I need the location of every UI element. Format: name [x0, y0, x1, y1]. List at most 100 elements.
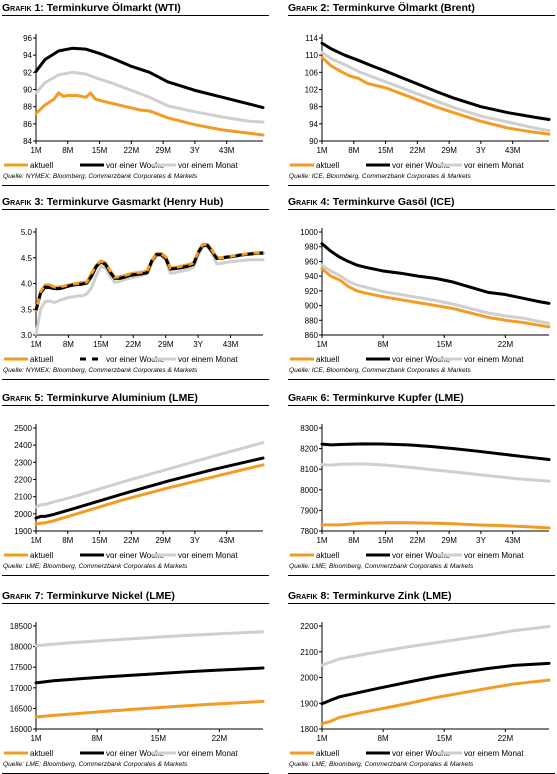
legend-label-monat: vor einem Monat [178, 749, 238, 758]
title-rule [2, 603, 269, 604]
legend-label-monat: vor einem Monat [464, 551, 524, 560]
legend-label-monat: vor einem Monat [178, 355, 238, 364]
x-tick-label: 1M [316, 340, 327, 349]
x-tick-label: 29M [155, 146, 171, 155]
y-tick-label: 3.5 [21, 305, 33, 314]
y-tick-label: 4.5 [21, 254, 33, 263]
legend-label-woche: vor einer Woche [392, 355, 451, 364]
y-tick-label: 106 [305, 68, 319, 77]
bottom-rule [2, 575, 269, 576]
y-tick-label: 880 [305, 316, 319, 325]
x-tick-label: 15M [378, 536, 394, 545]
x-tick-label: 22M [410, 146, 426, 155]
chart-title-text: Terminkurve Nickel (LME) [43, 590, 175, 602]
source-note: Quelle: ICE, Bloomberg, Commerzbank Corp… [289, 173, 471, 180]
series-line-aktuell [320, 55, 551, 136]
x-tick-label: 1M [30, 734, 41, 743]
bottom-rule [2, 379, 269, 380]
bottom-rule [2, 185, 269, 186]
x-tick-label: 15M [150, 734, 166, 743]
chart-svg-wti: 84 86 88 90 92 94 96 1M 8M 15M 22M 29M 3Y 43M aktuell v… [4, 34, 265, 170]
series-line-woche [320, 41, 551, 122]
source-note: Quelle: ICE, Bloomberg, Commerzbank Corp… [289, 367, 471, 374]
chart-title-text: Terminkurve Ölmarkt (Brent) [329, 2, 475, 14]
y-tick-label: 2200 [14, 476, 32, 485]
y-tick-label: 2000 [300, 674, 318, 683]
chart-title-text: Terminkurve Aluminium (LME) [43, 392, 198, 404]
series-line-aktuell [34, 699, 265, 719]
x-tick-label: 22M [126, 340, 142, 349]
title-rule [288, 209, 555, 210]
y-tick-label: 940 [305, 272, 319, 281]
series-line-monat [34, 70, 265, 124]
legend-label-aktuell: aktuell [30, 355, 53, 364]
x-tick-label: 8M [62, 146, 73, 155]
x-tick-label: 3Y [476, 146, 486, 155]
x-tick-label: 1M [30, 146, 41, 155]
x-tick-label: 3Y [190, 146, 200, 155]
x-tick-label: 43M [223, 340, 239, 349]
y-tick-label: 4.0 [21, 280, 33, 289]
x-tick-label: 8M [378, 734, 389, 743]
y-tick-label: 860 [305, 331, 319, 340]
chart-svg-nickel: 16000 16500 17000 17500 18000 18500 1M 8M 15M 22M… [4, 622, 265, 758]
y-tick-label: 2100 [14, 493, 32, 502]
bottom-rule [288, 185, 555, 186]
source-note: Quelle: NYMEX; Bloomberg, Commerzbank Co… [3, 173, 198, 180]
chart-number-label: Grafik 3: [2, 196, 44, 208]
legend-label-monat: vor einem Monat [178, 551, 238, 560]
x-tick-label: 8M [92, 734, 103, 743]
source-note: Quelle: LME; Bloomberg, Commerzbank Corp… [3, 761, 188, 768]
chart-title-text: Terminkurve Ölmarkt (WTI) [43, 2, 181, 14]
legend-label-monat: vor einem Monat [464, 749, 524, 758]
y-tick-label: 102 [305, 86, 319, 95]
legend-label-aktuell: aktuell [316, 749, 339, 758]
y-tick-label: 16500 [10, 704, 33, 713]
x-tick-label: 22M [212, 734, 228, 743]
title-rule [288, 405, 555, 406]
chart-title-nickel: Grafik 7: Terminkurve Nickel (LME) [2, 590, 175, 602]
chart-title-gasoel: Grafik 4: Terminkurve Gasöl (ICE) [288, 196, 455, 208]
x-tick-label: 29M [158, 340, 174, 349]
legend-label-woche: vor einer Woche [106, 161, 165, 170]
chart-svg-zink: 1800 1900 2000 2100 2200 1M 8M 15M 22M aktuell vor… [290, 622, 551, 758]
series-line-aktuell [320, 678, 551, 726]
chart-title-henry-hub: Grafik 3: Terminkurve Gasmarkt (Henry Hu… [2, 196, 223, 208]
x-tick-label: 15M [93, 340, 109, 349]
series-line-aktuell [34, 463, 265, 526]
x-tick-label: 43M [505, 146, 521, 155]
y-tick-label: 84 [23, 137, 32, 146]
chart-title-text: Terminkurve Zink (LME) [329, 590, 452, 602]
series-line-woche [34, 456, 265, 520]
chart-number-label: Grafik 7: [2, 590, 44, 602]
y-tick-label: 1900 [14, 527, 32, 536]
series-line-monat [320, 263, 551, 325]
legend-label-aktuell: aktuell [30, 551, 53, 560]
x-tick-label: 29M [155, 536, 171, 545]
legend-label-woche: vor einer Woche [392, 749, 451, 758]
source-note: Quelle: LME; Bloomberg, Commerzbank Corp… [289, 761, 474, 768]
y-tick-label: 94 [309, 120, 318, 129]
legend-label-woche: vor einer Woche [392, 161, 451, 170]
bottom-rule [288, 575, 555, 576]
x-tick-label: 8M [378, 340, 389, 349]
legend-label-woche: vor einer Woche [106, 749, 165, 758]
y-tick-label: 980 [305, 243, 319, 252]
title-rule [2, 405, 269, 406]
x-tick-label: 1M [316, 146, 327, 155]
chart-number-label: Grafik 1: [2, 2, 44, 14]
y-tick-label: 114 [305, 34, 318, 43]
x-tick-label: 43M [219, 536, 235, 545]
y-tick-label: 94 [23, 51, 32, 60]
chart-title-brent: Grafik 2: Terminkurve Ölmarkt (Brent) [288, 2, 475, 14]
y-tick-label: 18500 [10, 622, 33, 631]
y-tick-label: 1900 [300, 699, 318, 708]
chart-title-aluminium: Grafik 5: Terminkurve Aluminium (LME) [2, 392, 198, 404]
series-line-monat [34, 630, 265, 648]
series-line-aktuell [34, 91, 265, 137]
x-tick-label: 1M [30, 340, 41, 349]
x-tick-label: 22M [124, 146, 140, 155]
x-tick-label: 15M [436, 340, 452, 349]
y-tick-label: 5.0 [21, 228, 33, 237]
y-tick-label: 7800 [300, 527, 318, 536]
